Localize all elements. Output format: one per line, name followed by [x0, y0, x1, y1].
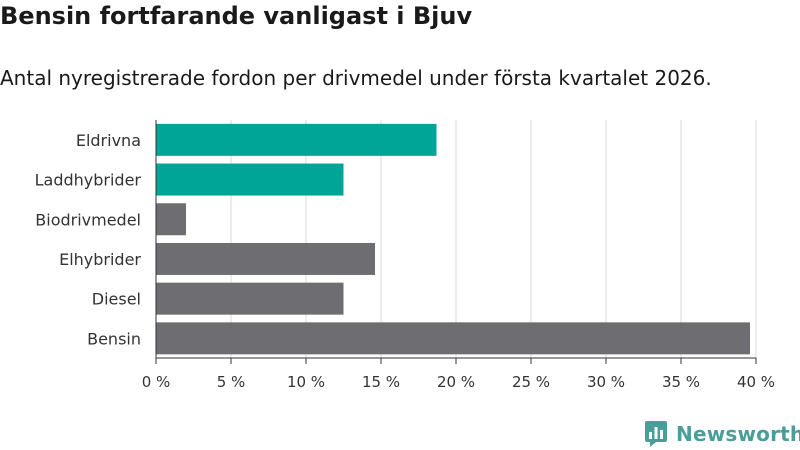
- bar-elhybrider: [156, 242, 375, 275]
- x-tick-label: 35 %: [662, 373, 700, 391]
- category-label: Biodrivmedel: [35, 210, 141, 229]
- category-label: Bensin: [87, 329, 141, 348]
- bar-laddhybrider: [156, 163, 344, 196]
- bar-diesel: [156, 282, 344, 315]
- x-tick-label: 30 %: [587, 373, 625, 391]
- x-tick-label: 40 %: [737, 373, 775, 391]
- x-tick-label: 5 %: [217, 373, 246, 391]
- x-tick-label: 25 %: [512, 373, 550, 391]
- chart-title: Bensin fortfarande vanligast i Bjuv: [0, 2, 473, 30]
- newsworthy-logo-icon: [645, 421, 667, 447]
- x-tick-label: 20 %: [437, 373, 475, 391]
- category-label: Eldrivna: [76, 131, 141, 150]
- brand-name: Newsworthy: [676, 422, 800, 446]
- bar-biodrivmedel: [156, 203, 186, 236]
- bar-bensin: [156, 322, 750, 355]
- chart-subtitle: Antal nyregistrerade fordon per drivmede…: [0, 66, 712, 90]
- x-tick-label: 10 %: [287, 373, 325, 391]
- newsworthy-brand: Newsworthy: [644, 419, 800, 449]
- x-tick-label: 0 %: [142, 373, 171, 391]
- category-label: Elhybrider: [59, 250, 141, 269]
- bar-eldrivna: [156, 123, 437, 156]
- category-label: Laddhybrider: [35, 171, 142, 190]
- category-label: Diesel: [92, 290, 141, 309]
- x-tick-label: 15 %: [362, 373, 400, 391]
